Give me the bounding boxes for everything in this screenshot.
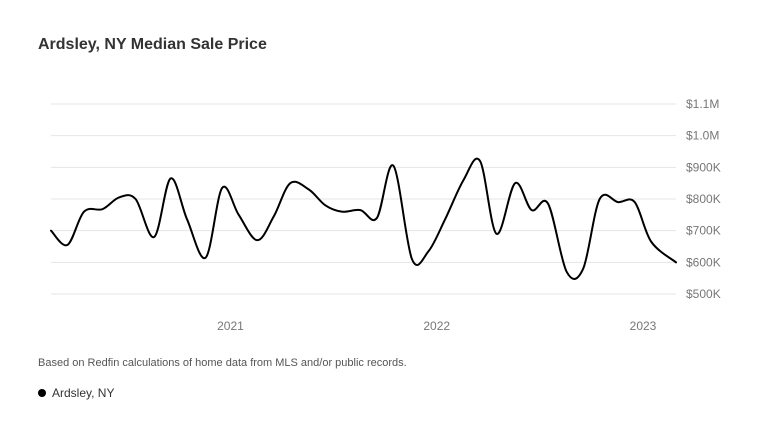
- data-point: [410, 257, 414, 261]
- data-point: [674, 260, 678, 264]
- data-point: [204, 256, 208, 260]
- footnote: Based on Redfin calculations of home dat…: [38, 357, 407, 369]
- legend-marker-icon: [38, 389, 46, 397]
- data-point: [513, 181, 517, 185]
- data-point: [426, 249, 430, 253]
- data-point: [530, 208, 534, 212]
- x-tick-label: 2023: [630, 319, 657, 333]
- data-point: [117, 195, 121, 199]
- y-tick-label: $700K: [686, 224, 721, 238]
- data-point: [255, 238, 259, 242]
- data-point: [358, 208, 362, 212]
- data-point: [633, 200, 637, 204]
- data-point: [495, 232, 499, 236]
- x-axis-ticks: 2021 2022 2023: [217, 319, 657, 333]
- y-axis-ticks: $500K $600K $700K $800K $900K $1.0M $1.1M: [686, 97, 721, 301]
- chart-title: Ardsley, NY Median Sale Price: [38, 36, 267, 53]
- y-tick-label: $1.1M: [686, 97, 719, 111]
- y-tick-label: $900K: [686, 160, 721, 174]
- legend-label: Ardsley, NY: [52, 386, 115, 400]
- data-point: [478, 159, 482, 163]
- data-point: [82, 210, 86, 214]
- data-point: [101, 207, 105, 211]
- data-point: [66, 243, 70, 247]
- data-point: [237, 213, 241, 217]
- data-point: [616, 200, 620, 204]
- data-point: [546, 202, 550, 206]
- y-tick-label: $500K: [686, 287, 721, 301]
- data-point: [375, 216, 379, 220]
- x-tick-label: 2022: [423, 319, 450, 333]
- data-point: [288, 181, 292, 185]
- y-tick-label: $800K: [686, 192, 721, 206]
- data-point: [220, 186, 224, 190]
- legend: Ardsley, NY: [38, 386, 114, 400]
- data-point: [340, 210, 344, 214]
- y-tick-label: $1.0M: [686, 129, 719, 143]
- data-point: [443, 218, 447, 222]
- data-point: [391, 164, 395, 168]
- data-point: [49, 229, 53, 233]
- data-point: [649, 240, 653, 244]
- data-point: [152, 235, 156, 239]
- data-point: [307, 188, 311, 192]
- data-point: [462, 178, 466, 182]
- line-chart: $500K $600K $700K $800K $900K $1.0M $1.1M 2021…: [49, 97, 721, 333]
- data-point: [134, 197, 138, 201]
- data-point: [598, 197, 602, 201]
- data-point: [323, 203, 327, 207]
- series-line-0: [50, 157, 677, 280]
- y-tick-label: $600K: [686, 255, 721, 269]
- x-tick-label: 2021: [217, 319, 244, 333]
- data-point: [185, 218, 189, 222]
- data-point: [565, 270, 569, 274]
- data-point: [272, 214, 276, 218]
- series-layer: [49, 157, 678, 280]
- data-point: [169, 176, 173, 180]
- data-point: [581, 267, 585, 271]
- gridlines: [51, 103, 676, 295]
